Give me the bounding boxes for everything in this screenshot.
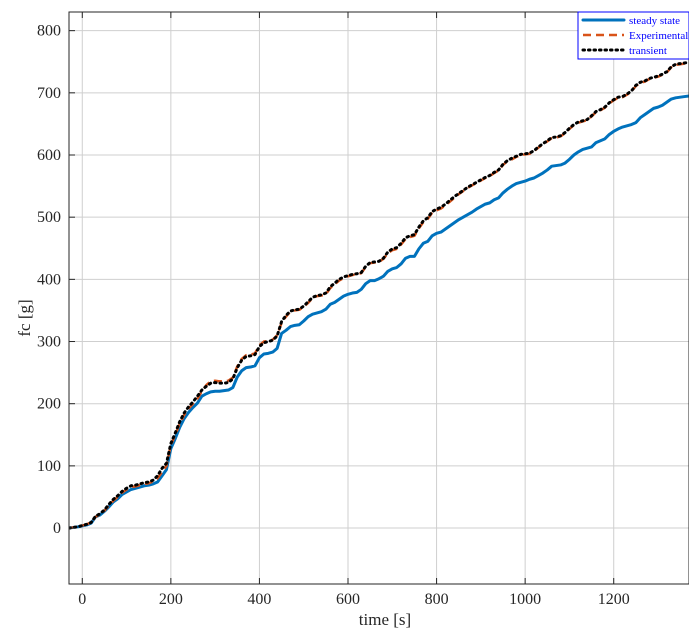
series-line-0 xyxy=(69,94,689,530)
y-axis-ticks: 0 100 200 300 400 500 600 700 800 xyxy=(37,23,75,537)
y-tick-label: 800 xyxy=(37,23,61,40)
x-tick-label: 200 xyxy=(159,591,183,608)
legend-label: Experimental xyxy=(629,30,688,42)
x-axis-label: time [s] xyxy=(359,610,411,629)
y-axis-label: fc [g] xyxy=(15,299,34,336)
x-tick-label: 800 xyxy=(425,591,449,608)
x-tick-label: 1000 xyxy=(509,591,541,608)
legend-label: steady state xyxy=(629,15,680,27)
y-tick-label: 500 xyxy=(37,209,61,226)
plot-frame xyxy=(68,11,689,585)
series-line-2 xyxy=(69,60,689,530)
legend-label: transient xyxy=(629,45,667,57)
x-tick-label: 1200 xyxy=(598,591,630,608)
y-tick-label: 400 xyxy=(37,271,61,288)
legend-items: steady state Experimental transient xyxy=(581,15,688,57)
legend: steady state Experimental transient xyxy=(577,11,689,60)
grid xyxy=(69,12,689,584)
series-lines xyxy=(69,60,689,530)
y-tick-label: 300 xyxy=(37,334,61,351)
y-tick-label: 700 xyxy=(37,85,61,102)
x-tick-label: 0 xyxy=(78,591,86,608)
x-tick-label: 400 xyxy=(247,591,271,608)
y-tick-label: 600 xyxy=(37,147,61,164)
x-axis-ticks: 0 200 400 600 800 1000 1200 xyxy=(78,12,630,608)
y-tick-label: 0 xyxy=(53,520,61,537)
y-tick-label: 200 xyxy=(37,396,61,413)
x-tick-label: 600 xyxy=(336,591,360,608)
plot-area xyxy=(69,12,689,584)
y-tick-label: 100 xyxy=(37,458,61,475)
